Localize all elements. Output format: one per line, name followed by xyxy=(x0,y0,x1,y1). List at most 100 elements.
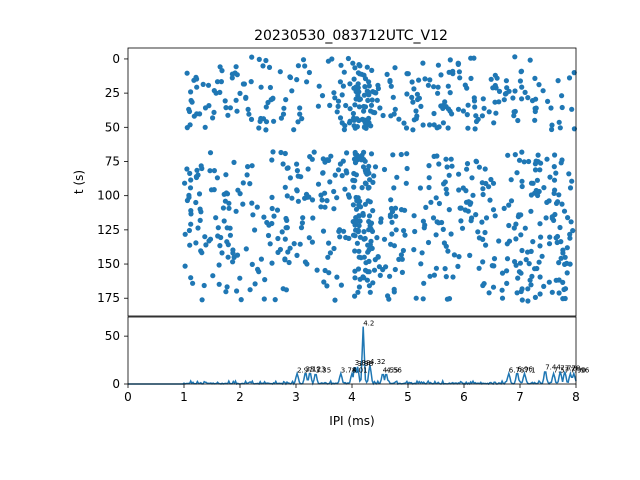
scatter-point xyxy=(294,161,300,167)
scatter-point xyxy=(372,110,378,116)
scatter-point xyxy=(295,119,301,125)
scatter-point xyxy=(350,110,356,117)
scatter-point xyxy=(518,232,524,238)
scatter-point xyxy=(436,161,442,167)
scatter-point xyxy=(571,70,577,76)
scatter-point xyxy=(258,115,264,122)
scatter-point xyxy=(427,122,433,128)
scatter-point xyxy=(519,178,525,184)
scatter-point xyxy=(319,197,325,203)
scatter-point xyxy=(390,152,396,158)
scatter-point xyxy=(380,267,386,273)
scatter-point xyxy=(458,205,464,211)
scatter-point xyxy=(260,63,266,69)
scatter-point xyxy=(448,156,454,162)
scatter-point xyxy=(318,204,324,210)
scatter-point xyxy=(486,290,492,296)
histogram-x-label: IPI (ms) xyxy=(329,414,374,428)
scatter-point xyxy=(423,204,429,210)
scatter-point xyxy=(559,104,565,111)
scatter-point xyxy=(245,106,251,112)
scatter-point xyxy=(431,153,437,159)
scatter-point xyxy=(398,207,405,213)
scatter-point xyxy=(226,200,232,206)
scatter-point xyxy=(210,115,216,121)
y-tick-label: 175 xyxy=(97,291,120,305)
scatter-point xyxy=(361,108,367,114)
scatter-point xyxy=(218,79,224,85)
scatter-point xyxy=(532,75,538,81)
scatter-point xyxy=(539,253,545,259)
scatter-point xyxy=(275,249,281,255)
y-tick-label: 25 xyxy=(105,86,120,100)
scatter-point xyxy=(282,236,288,242)
scatter-point xyxy=(309,239,315,245)
y-tick-label: 75 xyxy=(105,154,120,168)
scatter-point xyxy=(329,56,335,62)
peak-label: 6.96 xyxy=(517,366,533,374)
scatter-point xyxy=(256,125,262,131)
scatter-point xyxy=(351,170,357,177)
y-tick-label: 150 xyxy=(97,257,120,271)
scatter-point xyxy=(300,57,307,63)
scatter-point xyxy=(220,205,226,211)
scatter-point xyxy=(506,238,513,244)
scatter-point xyxy=(456,171,462,177)
scatter-point xyxy=(562,254,568,260)
scatter-point xyxy=(362,84,368,90)
scatter-point xyxy=(464,166,470,172)
scatter-point xyxy=(560,279,566,285)
scatter-point xyxy=(532,294,539,300)
scatter-point xyxy=(215,225,221,231)
scatter-point xyxy=(391,185,397,191)
scatter-point xyxy=(468,55,474,61)
scatter-point xyxy=(545,98,551,104)
scatter-point xyxy=(338,282,344,288)
scatter-point xyxy=(343,102,349,109)
scatter-point xyxy=(305,166,311,172)
scatter-point xyxy=(364,171,370,177)
scatter-point xyxy=(396,116,402,122)
scatter-point xyxy=(414,91,420,97)
scatter-point xyxy=(569,178,575,184)
chart-title: 20230530_083712UTC_V12 xyxy=(254,28,448,44)
scatter-point xyxy=(295,173,301,179)
scatter-point xyxy=(334,195,340,201)
scatter-point xyxy=(465,102,471,108)
scatter-point xyxy=(287,245,293,251)
scatter-point xyxy=(435,90,441,96)
scatter-point xyxy=(249,54,255,60)
scatter-point xyxy=(391,111,397,117)
scatter-point xyxy=(532,117,538,123)
peak-label: 3.23 xyxy=(310,366,326,374)
scatter-point xyxy=(334,109,340,115)
scatter-point xyxy=(182,231,188,237)
scatter-point xyxy=(422,76,428,82)
scatter-point xyxy=(426,184,432,191)
scatter-point xyxy=(358,204,364,210)
scatter-point xyxy=(564,245,570,251)
scatter-point xyxy=(556,290,562,296)
scatter-point xyxy=(490,284,497,290)
scatter-point xyxy=(446,207,452,213)
scatter-point xyxy=(342,186,348,192)
scatter-point xyxy=(356,104,362,110)
scatter-point xyxy=(284,217,290,223)
scatter-point xyxy=(320,170,326,176)
scatter-point xyxy=(568,219,574,225)
scatter-point xyxy=(483,215,490,221)
scatter-point xyxy=(294,252,300,258)
scatter-point xyxy=(321,279,327,285)
scatter-point xyxy=(473,159,480,165)
scatter-point xyxy=(332,95,338,101)
scatter-point xyxy=(494,75,500,81)
scatter-point xyxy=(518,288,524,295)
scatter-point xyxy=(501,97,507,103)
scatter-point xyxy=(356,213,362,219)
scatter-point xyxy=(455,60,461,66)
scatter-point xyxy=(199,297,205,303)
scatter-point xyxy=(361,117,367,123)
scatter-point xyxy=(532,167,539,173)
scatter-point xyxy=(443,274,449,280)
scatter-point xyxy=(433,195,439,201)
